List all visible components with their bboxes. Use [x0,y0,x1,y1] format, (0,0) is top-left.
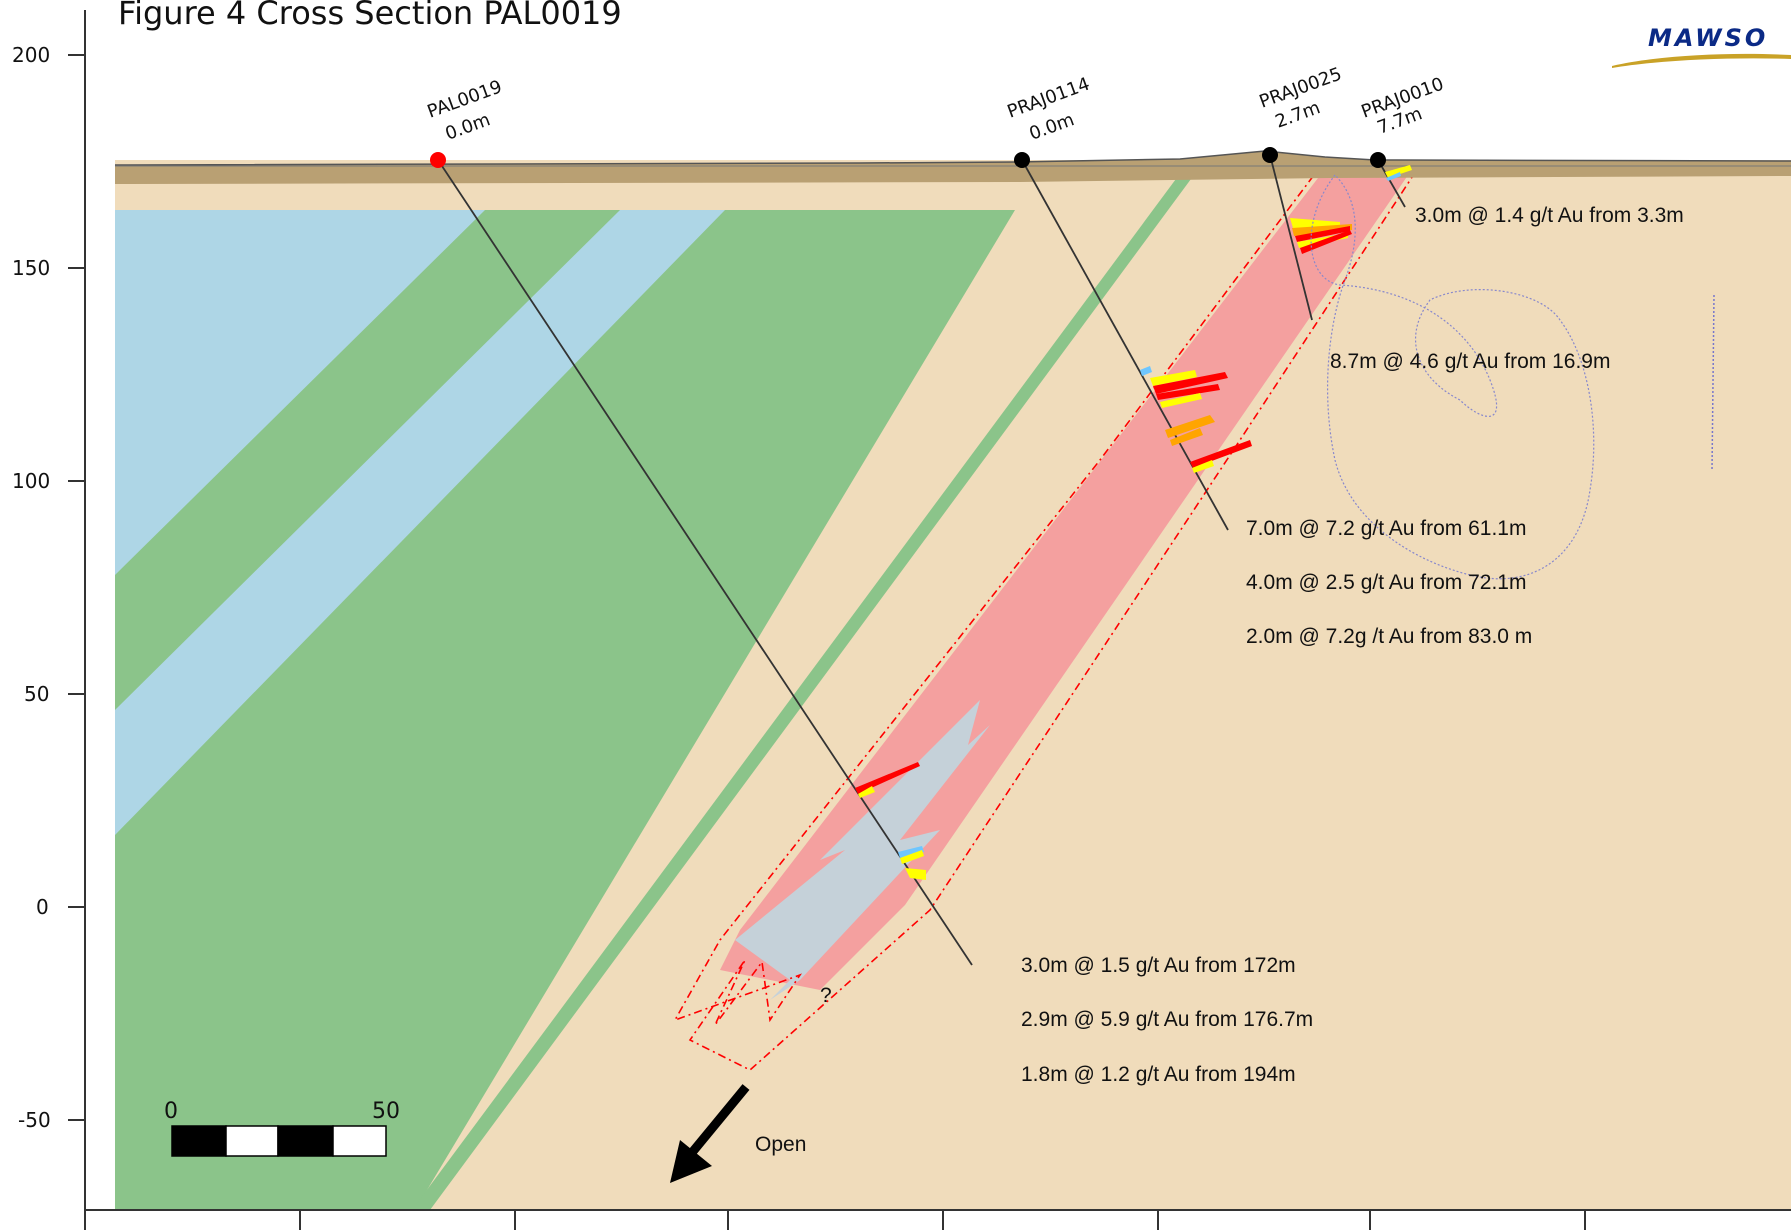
y-tick-label: -50 [18,1108,51,1132]
assay-bar [1153,372,1228,394]
assay-bar [898,846,924,858]
intercept-label: 8.7m @ 4.6 g/t Au from 16.9m [1330,350,1610,373]
assay-bar [905,868,926,880]
assay-bar [1295,226,1350,242]
intercept-label: 4.0m @ 2.5 g/t Au from 72.1m [1246,571,1526,594]
collar-pal0019[interactable] [430,152,446,168]
y-axis: 200 150 100 50 0 -50 [12,10,86,1210]
thin-green-band [412,160,1205,1210]
blue-unit-outer [115,210,485,575]
assay-bar [900,850,924,864]
assay-bar [1300,230,1352,254]
scale-bar-end-label: 50 [372,1099,400,1124]
assay-bar [1165,415,1215,438]
hole-label-id: PAL0019 [425,76,505,122]
mineralised-zone-outline [673,164,1422,1071]
intercept-label: 2.9m @ 5.9 g/t Au from 176.7m [1021,1008,1313,1031]
open-arrow [670,1084,750,1183]
green-unit-west [115,210,1015,1210]
intercept-label: 7.0m @ 7.2 g/t Au from 61.1m [1246,517,1526,540]
collar-praj0010[interactable] [1370,152,1386,168]
scale-bar-start-label: 0 [164,1099,178,1124]
surface-outline [1310,174,1595,580]
y-tick-label: 0 [36,895,49,919]
figure-title: Figure 4 Cross Section PAL0019 [118,0,622,32]
company-logo: MAWSO [1612,24,1791,68]
y-tick-label: 100 [12,469,50,493]
assay-bar [855,762,920,794]
y-tick-label: 50 [24,682,49,706]
hole-labels: PAL0019 0.0m PRAJ0114 0.0m PRAJ0025 2.7m… [425,64,1447,145]
assay-bar [1192,460,1214,473]
intercept-label: 1.8m @ 1.2 g/t Au from 194m [1021,1063,1296,1086]
intercept-labels: 3.0m @ 1.4 g/t Au from 3.3m 8.7m @ 4.6 g… [1021,204,1684,1086]
assay-bar [1170,428,1203,446]
assay-bar [1140,366,1152,376]
open-label: Open [755,1133,806,1156]
collar-praj0114[interactable] [1014,152,1030,168]
assay-bars [855,165,1412,880]
assay-bar [1386,172,1401,181]
topography-line [114,150,1791,166]
y-tick-label: 200 [12,43,50,67]
collar-praj0025[interactable] [1262,147,1278,163]
intercept-label: 3.0m @ 1.5 g/t Au from 172m [1021,954,1296,977]
y-tick-label: 150 [12,256,50,280]
assay-bar [1292,224,1352,236]
blue-unit-inner [115,210,725,835]
question-mark: ? [820,984,832,1007]
cover-layer [115,151,1791,184]
assay-bar [858,786,875,798]
assay-bar [1150,370,1197,386]
left-margin [85,160,115,1210]
assay-bar [1156,384,1220,400]
assay-bar [1160,393,1202,408]
hole-label-id: PRAJ0114 [1005,74,1093,123]
x-axis [84,1209,1791,1230]
grey-unit [735,700,990,1000]
assay-bar [1190,440,1252,468]
mineralised-zone [720,165,1415,990]
assay-bar [1385,165,1412,178]
intercept-label: 2.0m @ 7.2g /t Au from 83.0 m [1246,625,1532,648]
drill-trace-praj0010 [1377,159,1406,208]
geology-units [115,160,1791,1210]
surface-trace-line [1711,294,1715,471]
logo-text: MAWSO [1648,24,1768,52]
drill-trace-pal0019 [437,159,973,966]
scale-bar: 0 50 [164,1099,400,1157]
intercept-label: 3.0m @ 1.4 g/t Au from 3.3m [1415,204,1684,227]
drill-trace-praj0025 [1269,154,1313,321]
